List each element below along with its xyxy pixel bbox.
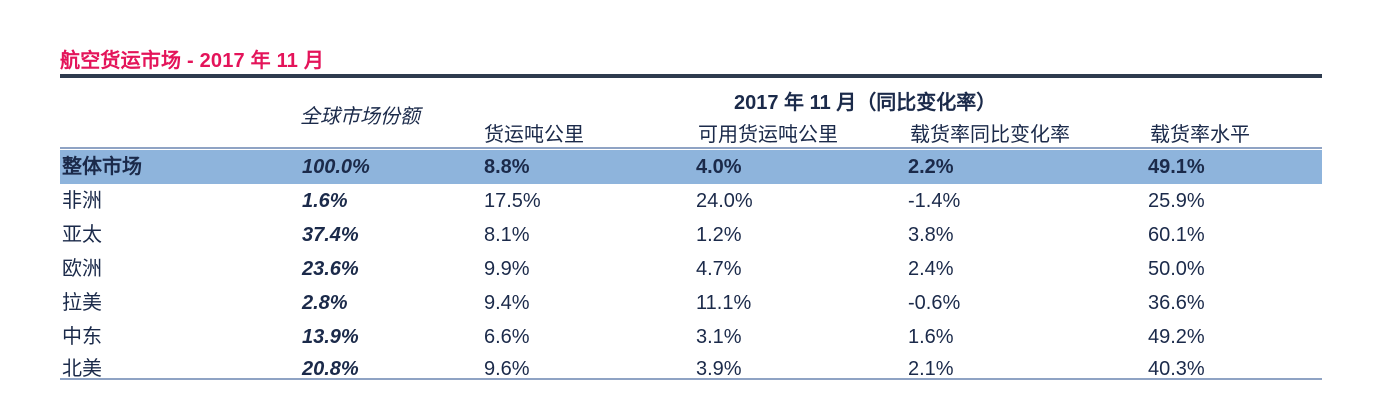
region-cell: 北美 [62, 358, 102, 380]
ftk-change-cell: 9.6% [484, 358, 530, 380]
table-row: 北美 20.8% 9.6% 3.9% 2.1% 40.3% [60, 352, 1322, 386]
load-factor-change-cell: 2.2% [908, 156, 954, 178]
header-load-factor-change: 载货率同比变化率 [910, 124, 1070, 146]
ftk-change-cell: 9.4% [484, 292, 530, 314]
aftk-change-cell: 24.0% [696, 190, 753, 212]
region-cell: 亚太 [62, 224, 102, 246]
load-factor-level-cell: 50.0% [1148, 258, 1205, 280]
table-title: 航空货运市场 - 2017 年 11 月 [60, 50, 325, 72]
ftk-change-cell: 8.1% [484, 224, 530, 246]
load-factor-level-cell: 40.3% [1148, 358, 1205, 380]
aftk-change-cell: 4.7% [696, 258, 742, 280]
aftk-change-cell: 4.0% [696, 156, 742, 178]
aftk-change-cell: 1.2% [696, 224, 742, 246]
table-row: 拉美 2.8% 9.4% 11.1% -0.6% 36.6% [60, 286, 1322, 320]
market-share-cell: 2.8% [302, 292, 348, 314]
load-factor-level-cell: 25.9% [1148, 190, 1205, 212]
region-cell: 欧洲 [62, 258, 102, 280]
market-share-cell: 13.9% [302, 326, 359, 348]
header-market-share: 全球市场份额 [300, 106, 420, 128]
table-row: 中东 13.9% 6.6% 3.1% 1.6% 49.2% [60, 320, 1322, 354]
market-share-cell: 20.8% [302, 358, 359, 380]
header-load-factor-level: 载货率水平 [1150, 124, 1250, 146]
header-period-group: 2017 年 11 月（同比变化率） [734, 92, 997, 114]
header-aftk: 可用货运吨公里 [698, 124, 838, 146]
ftk-change-cell: 9.9% [484, 258, 530, 280]
table-row: 非洲 1.6% 17.5% 24.0% -1.4% 25.9% [60, 184, 1322, 218]
market-share-cell: 23.6% [302, 258, 359, 280]
aftk-change-cell: 11.1% [696, 292, 752, 314]
load-factor-change-cell: 2.4% [908, 258, 954, 280]
region-cell: 非洲 [62, 190, 102, 212]
aftk-change-cell: 3.1% [696, 326, 742, 348]
bottom-rule [60, 378, 1322, 380]
table-row: 亚太 37.4% 8.1% 1.2% 3.8% 60.1% [60, 218, 1322, 252]
load-factor-level-cell: 49.2% [1148, 326, 1205, 348]
market-share-cell: 1.6% [302, 190, 348, 212]
aftk-change-cell: 3.9% [696, 358, 742, 380]
region-cell: 中东 [62, 326, 102, 348]
header-rule [60, 147, 1322, 149]
ftk-change-cell: 17.5% [484, 190, 541, 212]
region-cell: 整体市场 [62, 156, 142, 178]
load-factor-change-cell: 3.8% [908, 224, 954, 246]
table-row: 欧洲 23.6% 9.9% 4.7% 2.4% 50.0% [60, 252, 1322, 286]
load-factor-level-cell: 49.1% [1148, 156, 1205, 178]
table-row-total: 整体市场 100.0% 8.8% 4.0% 2.2% 49.1% [60, 150, 1322, 184]
ftk-change-cell: 6.6% [484, 326, 530, 348]
load-factor-level-cell: 36.6% [1148, 292, 1205, 314]
load-factor-level-cell: 60.1% [1148, 224, 1205, 246]
load-factor-change-cell: -1.4% [908, 190, 961, 212]
load-factor-change-cell: -0.6% [908, 292, 961, 314]
load-factor-change-cell: 1.6% [908, 326, 954, 348]
top-rule [60, 74, 1322, 78]
header-ftk: 货运吨公里 [484, 124, 584, 146]
market-share-cell: 100.0% [302, 156, 370, 178]
region-cell: 拉美 [62, 292, 102, 314]
load-factor-change-cell: 2.1% [908, 358, 954, 380]
ftk-change-cell: 8.8% [484, 156, 530, 178]
market-share-cell: 37.4% [302, 224, 359, 246]
